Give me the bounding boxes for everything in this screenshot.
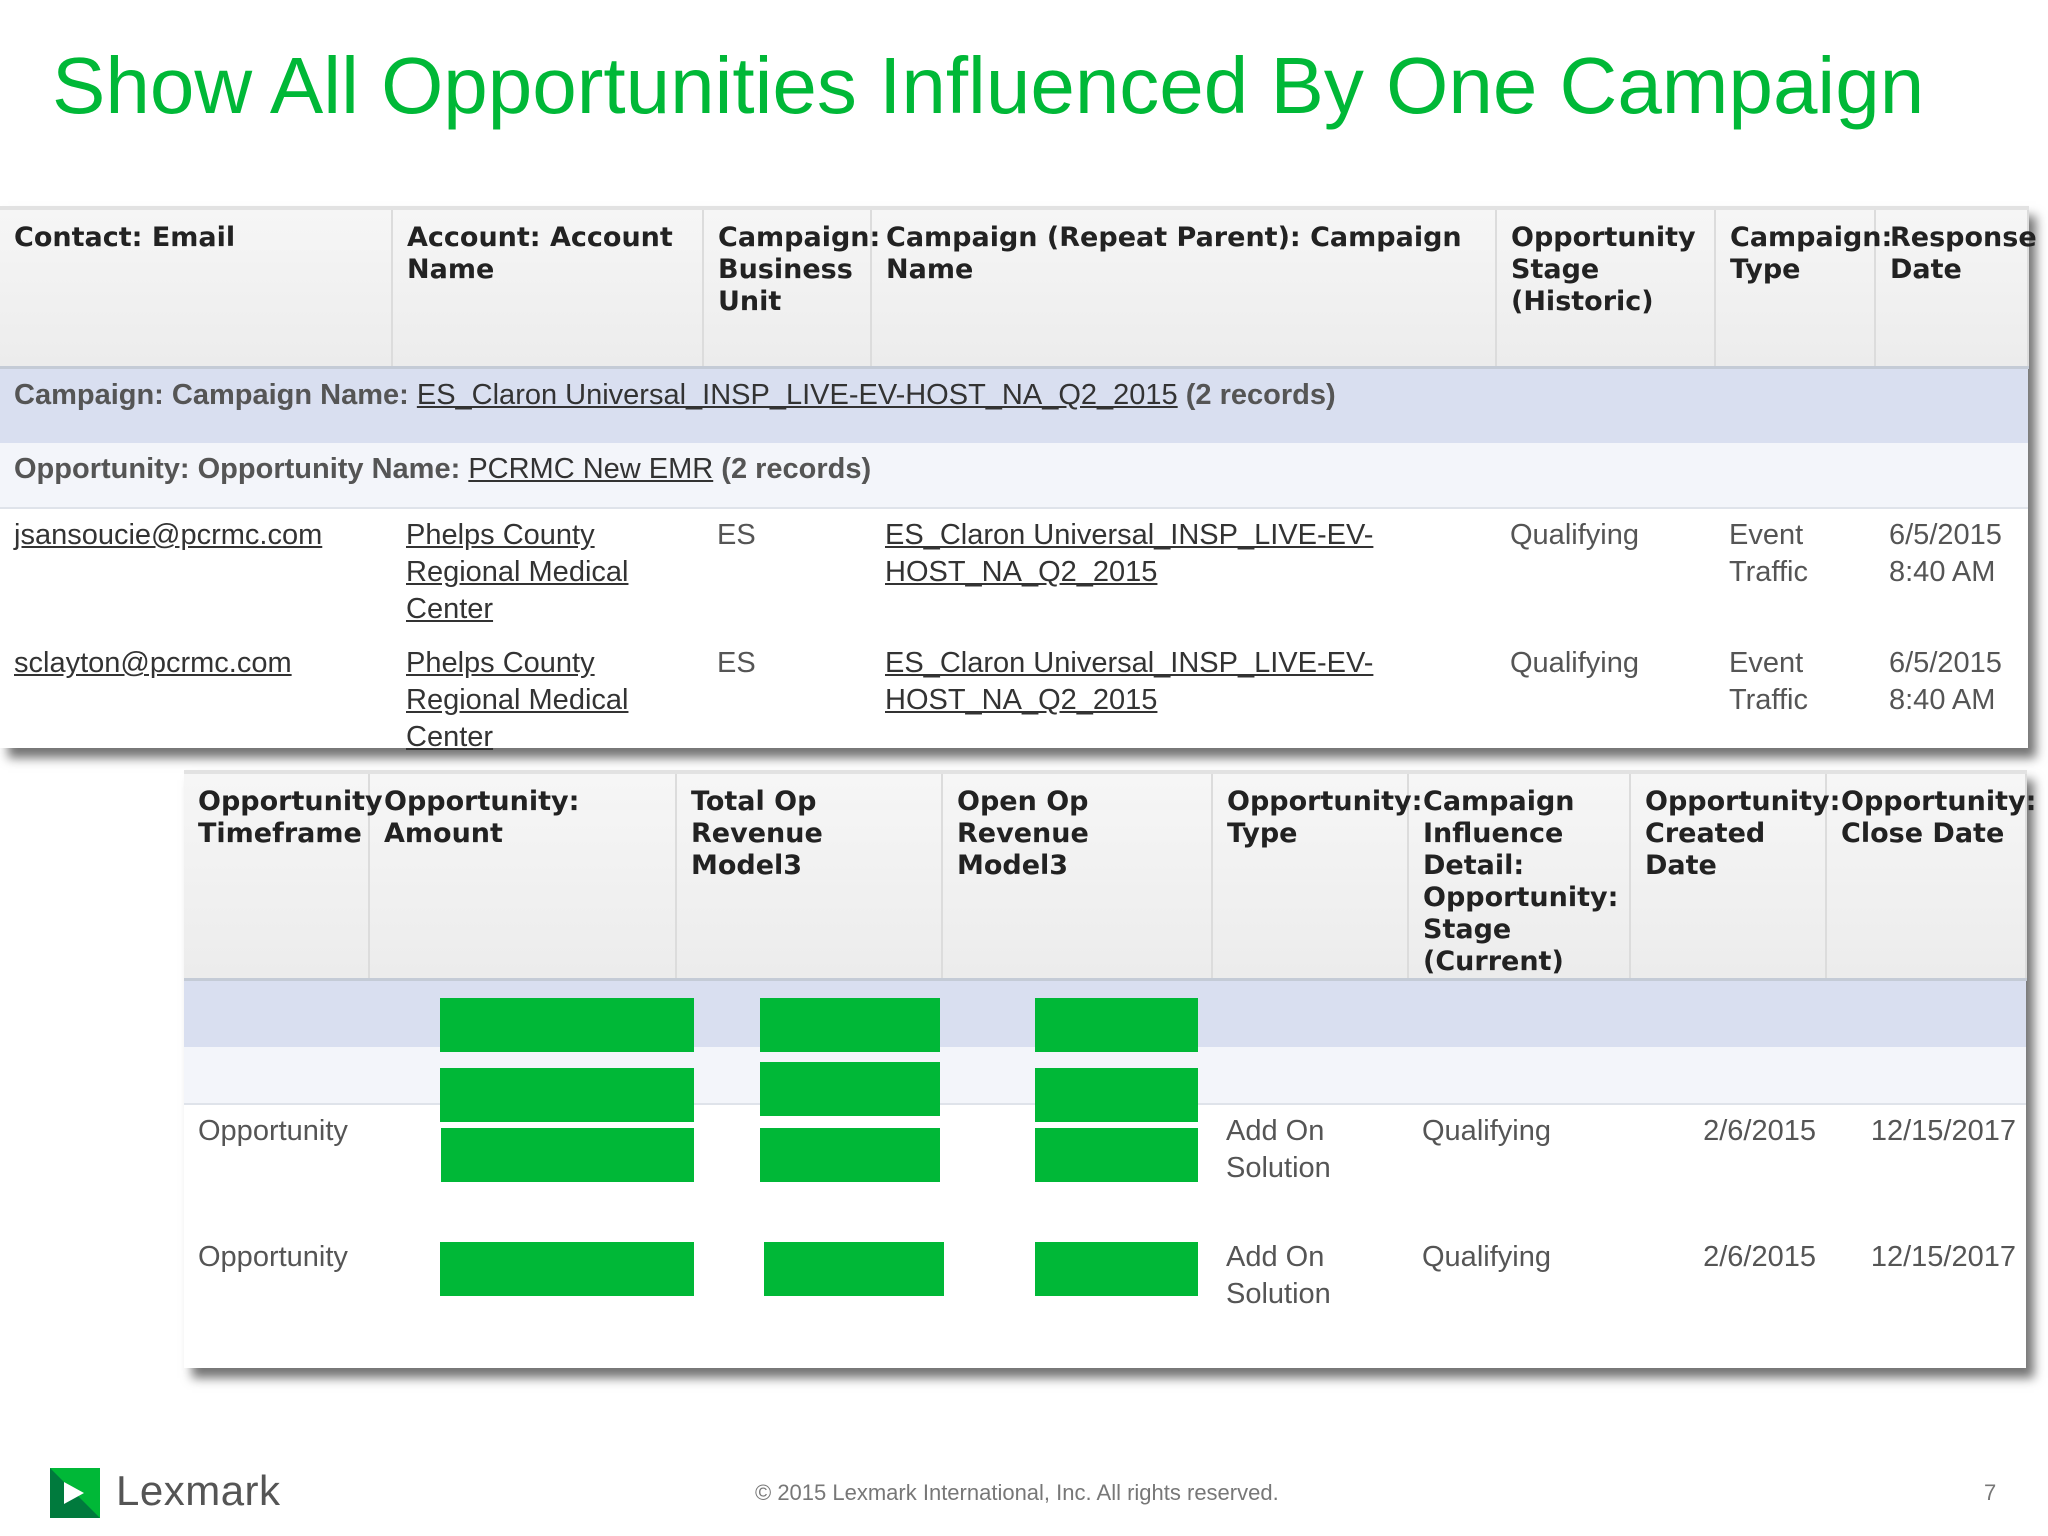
opportunity-group-row: Opportunity: Opportunity Name: PCRMC New… xyxy=(0,443,2028,509)
campaign-group-label: Campaign: Campaign Name: xyxy=(14,379,409,411)
opportunity-group-link[interactable]: PCRMC New EMR xyxy=(468,453,714,485)
stage-current-cell: Qualifying xyxy=(1422,1115,1551,1147)
column-header-campaign-type[interactable]: Campaign: Type xyxy=(1715,206,1892,369)
close-date-cell: 12/15/2017 xyxy=(1870,1115,2016,1147)
opportunity-type-cell: Add On Solution xyxy=(1226,1115,1331,1184)
redaction-block xyxy=(441,1128,694,1182)
timeframe-cell: Opportunity xyxy=(198,1241,348,1273)
campaign-group-count: (2 records) xyxy=(1185,379,1336,411)
column-header-business-unit[interactable]: Campaign: Business Unit xyxy=(703,206,880,369)
table-row: jsansoucie@pcrmc.com Phelps County Regio… xyxy=(0,508,2028,637)
table-row: Opportunity Add On Solution Qualifying 2… xyxy=(184,1231,2026,1357)
report-table-top: Contact: Email Account: Account Name Cam… xyxy=(0,206,2037,765)
redaction-block xyxy=(764,1242,944,1296)
page-number: 7 xyxy=(1984,1480,1997,1505)
close-date-cell: 12/15/2017 xyxy=(1870,1241,2016,1273)
account-name-link[interactable]: Phelps County Regional Medical Center xyxy=(406,647,629,753)
column-header-campaign-name[interactable]: Campaign (Repeat Parent): Campaign Name xyxy=(871,206,1497,369)
footer-brand: Lexmark xyxy=(116,1467,281,1514)
report-screenshot-top: Contact: Email Account: Account Name Cam… xyxy=(0,206,2037,753)
response-date-cell: 6/5/2015 8:40 AM xyxy=(1889,519,2002,588)
column-header-timeframe[interactable]: Opportunity Timeframe xyxy=(184,770,383,981)
slide-title: Show All Opportunities Influenced By One… xyxy=(52,41,1925,130)
stage-historic-cell: Qualifying xyxy=(1510,519,1639,551)
stage-historic-cell: Qualifying xyxy=(1510,647,1639,679)
campaign-type-cell: Event Traffic xyxy=(1729,519,1808,588)
campaign-group-link[interactable]: ES_Claron Universal_INSP_LIVE-EV-HOST_NA… xyxy=(416,379,1178,411)
table-row: Opportunity Add On Solution Qualifying 2… xyxy=(184,1104,2026,1231)
column-header-account-name[interactable]: Account: Account Name xyxy=(392,206,704,369)
redaction-block xyxy=(760,1062,940,1116)
opportunity-type-cell: Add On Solution xyxy=(1226,1241,1331,1310)
redaction-block xyxy=(760,1128,940,1182)
business-unit-cell: ES xyxy=(717,647,756,679)
campaign-type-cell: Event Traffic xyxy=(1729,647,1808,716)
redaction-block xyxy=(1035,998,1198,1052)
report-table-bottom: Opportunity Timeframe Opportunity: Amoun… xyxy=(184,770,2036,1357)
header-row: Contact: Email Account: Account Name Cam… xyxy=(0,206,2037,369)
column-header-open-op-revenue[interactable]: Open Op Revenue Model3 xyxy=(942,770,1213,981)
column-header-stage-current[interactable]: Campaign Influence Detail: Opportunity: … xyxy=(1408,770,1631,981)
campaign-group-row: Campaign: Campaign Name: ES_Claron Unive… xyxy=(0,367,2028,443)
redaction-block xyxy=(440,1242,694,1296)
column-header-amount[interactable]: Opportunity: Amount xyxy=(369,770,677,981)
campaign-name-link[interactable]: ES_Claron Universal_INSP_LIVE-EV-HOST_NA… xyxy=(885,519,1374,588)
response-date-cell: 6/5/2015 8:40 AM xyxy=(1889,647,2002,716)
column-header-total-op-revenue[interactable]: Total Op Revenue Model3 xyxy=(676,770,943,981)
column-header-opportunity-type[interactable]: Opportunity: Type xyxy=(1212,770,1422,981)
column-header-close-date[interactable]: Opportunity: Close Date xyxy=(1826,770,2036,981)
column-header-stage-historic[interactable]: Opportunity Stage (Historic) xyxy=(1496,206,1716,369)
redaction-block xyxy=(1035,1242,1198,1296)
footer-copyright: © 2015 Lexmark International, Inc. All r… xyxy=(755,1480,1279,1505)
created-date-cell: 2/6/2015 xyxy=(1703,1241,1816,1273)
opportunity-group-label: Opportunity: Opportunity Name: xyxy=(14,453,461,485)
timeframe-cell: Opportunity xyxy=(198,1115,348,1147)
lexmark-logo-icon xyxy=(50,1468,100,1518)
contact-email-link[interactable]: jsansoucie@pcrmc.com xyxy=(14,519,323,551)
opportunity-group-count: (2 records) xyxy=(721,453,872,485)
header-row: Opportunity Timeframe Opportunity: Amoun… xyxy=(184,770,2036,981)
report-screenshot-bottom: Opportunity Timeframe Opportunity: Amoun… xyxy=(184,770,2036,1368)
created-date-cell: 2/6/2015 xyxy=(1703,1115,1816,1147)
business-unit-cell: ES xyxy=(717,519,756,551)
column-header-created-date[interactable]: Opportunity: Created Date xyxy=(1630,770,1840,981)
redaction-block xyxy=(440,998,694,1052)
stage-current-cell: Qualifying xyxy=(1422,1241,1551,1273)
column-header-response-date[interactable]: Response Date xyxy=(1875,206,2037,369)
table-row: sclayton@pcrmc.com Phelps County Regiona… xyxy=(0,637,2028,765)
redaction-block xyxy=(1035,1068,1198,1122)
redaction-block xyxy=(440,1068,694,1122)
column-header-contact-email[interactable]: Contact: Email xyxy=(0,206,393,369)
redaction-block xyxy=(1035,1128,1198,1182)
account-name-link[interactable]: Phelps County Regional Medical Center xyxy=(406,519,629,625)
contact-email-link[interactable]: sclayton@pcrmc.com xyxy=(14,647,292,679)
redaction-block xyxy=(760,998,940,1052)
campaign-name-link[interactable]: ES_Claron Universal_INSP_LIVE-EV-HOST_NA… xyxy=(885,647,1374,716)
